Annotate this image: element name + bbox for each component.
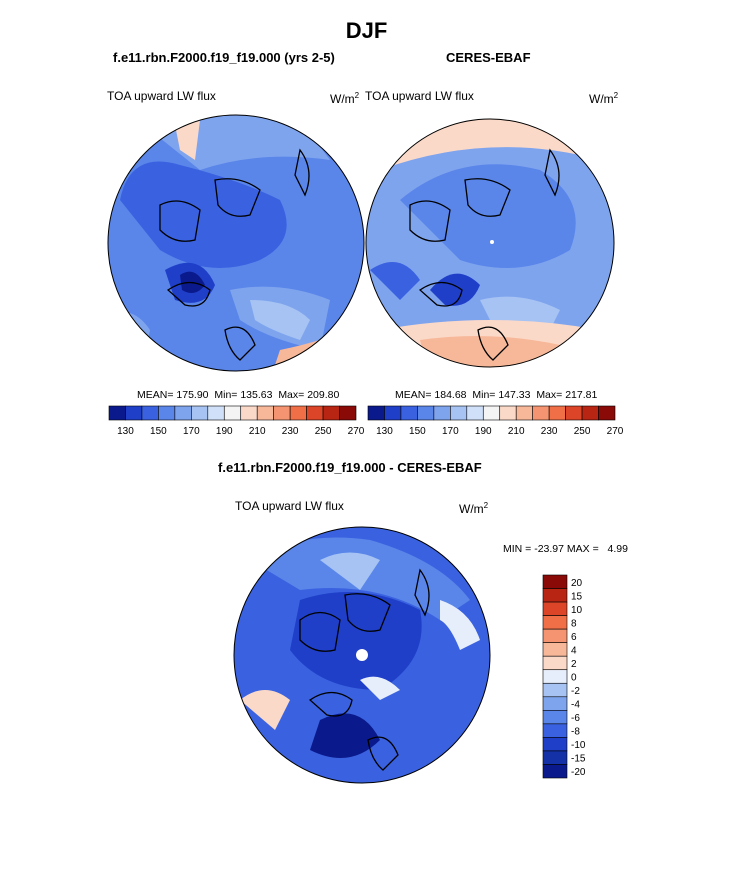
colorbar-left-swatch bbox=[306, 405, 324, 421]
colorbar-right-swatch bbox=[565, 405, 583, 421]
colorbar-left-tick-label: 270 bbox=[348, 426, 365, 437]
colorbar-left-swatch bbox=[191, 405, 209, 421]
colorbar-diff-swatch bbox=[542, 574, 568, 589]
colorbar-right-swatch bbox=[548, 405, 566, 421]
colorbar-right-swatch bbox=[598, 405, 616, 421]
colorbar-right-swatch bbox=[482, 405, 501, 421]
colorbar-left-swatch bbox=[289, 405, 307, 421]
colorbar-left-swatch bbox=[141, 405, 159, 421]
colorbar-diff-swatch bbox=[542, 696, 568, 711]
colorbar-diff-tick-label: -4 bbox=[571, 700, 580, 711]
colorbar-right-swatch bbox=[450, 405, 468, 421]
colorbar-right-tick-label: 170 bbox=[442, 426, 459, 437]
colorbar-right-tick-label: 250 bbox=[574, 426, 591, 437]
colorbar-left-swatch bbox=[158, 405, 176, 421]
colorbar-right-swatch bbox=[499, 405, 517, 421]
colorbar-left: 130 150 170 190 210 230 250 270 bbox=[108, 405, 365, 437]
colorbar-diff-tick-label: 10 bbox=[571, 605, 583, 616]
colorbar-left-swatch bbox=[322, 405, 340, 421]
colorbar-right-tick-label: 130 bbox=[376, 426, 393, 437]
colorbar-diff-swatch bbox=[542, 588, 568, 603]
map-diff bbox=[234, 527, 490, 783]
colorbar-left-tick-label: 210 bbox=[249, 426, 266, 437]
colorbar-diff-swatch bbox=[542, 682, 568, 698]
panel-left-stats: MEAN= 175.90 Min= 135.63 Max= 209.80 bbox=[137, 389, 340, 401]
panel-left-units: W/m2 bbox=[330, 91, 360, 106]
colorbar-diff-tick-label: -2 bbox=[571, 686, 580, 697]
colorbar-diff-tick-label: 0 bbox=[571, 673, 577, 684]
colorbar-right-tick-label: 230 bbox=[541, 426, 558, 437]
map-left bbox=[108, 115, 364, 371]
colorbar-left-swatch bbox=[174, 405, 192, 421]
colorbar-right-swatch bbox=[400, 405, 418, 421]
colorbar-left-swatch bbox=[207, 405, 225, 421]
diff-variable: TOA upward LW flux bbox=[235, 499, 344, 513]
colorbar-right-swatch bbox=[515, 405, 533, 421]
colorbar-diff-swatch bbox=[542, 737, 568, 752]
map-right-border bbox=[365, 118, 615, 368]
colorbar-left-swatch bbox=[108, 405, 126, 421]
colorbar-diff-tick-label: 15 bbox=[571, 591, 583, 602]
colorbar-right-swatch bbox=[466, 405, 484, 421]
colorbar-diff-tick-label: 6 bbox=[571, 632, 577, 643]
colorbar-diff-swatch bbox=[542, 642, 568, 657]
colorbar-right-swatch bbox=[417, 405, 435, 421]
colorbar-left-swatch bbox=[125, 405, 143, 421]
panel-right-variable: TOA upward LW flux bbox=[365, 89, 474, 103]
colorbar-right-swatch bbox=[581, 405, 599, 421]
colorbar-diff-tick-label: -8 bbox=[571, 727, 580, 738]
colorbar-left-tick-label: 230 bbox=[282, 426, 299, 437]
colorbar-diff-swatch bbox=[542, 764, 568, 779]
colorbar-right-tick-label: 190 bbox=[475, 426, 492, 437]
colorbar-diff-swatch bbox=[542, 710, 568, 725]
colorbar-diff-tick-label: -15 bbox=[571, 754, 586, 765]
colorbar-left-swatch bbox=[273, 405, 291, 421]
colorbar-right-tick-label: 270 bbox=[607, 426, 624, 437]
colorbar-right-swatch bbox=[532, 405, 550, 421]
panel-right-units: W/m2 bbox=[589, 91, 619, 106]
colorbar-diff-tick-label: -10 bbox=[571, 740, 586, 751]
colorbar-right-tick-label: 150 bbox=[409, 426, 426, 437]
colorbar-right-swatch bbox=[433, 405, 451, 421]
diff-header: f.e11.rbn.F2000.f19_f19.000 - CERES-EBAF bbox=[218, 460, 482, 475]
panel-left-header: f.e11.rbn.F2000.f19_f19.000 (yrs 2-5) bbox=[113, 50, 335, 65]
colorbar-left-tick-label: 150 bbox=[150, 426, 167, 437]
colorbar-diff-swatch bbox=[542, 628, 568, 643]
colorbar-right-tick-label: 210 bbox=[508, 426, 525, 437]
map-diff-border bbox=[233, 526, 491, 784]
diff-units: W/m2 bbox=[459, 501, 489, 516]
colorbar-right: 130 150 170 190 210 230 250 270 bbox=[367, 405, 624, 437]
colorbar-diff-swatch bbox=[542, 750, 568, 765]
colorbar-diff-swatch bbox=[542, 655, 568, 671]
colorbar-diff-tick-label: -20 bbox=[571, 767, 586, 778]
colorbar-diff-tick-label: 2 bbox=[571, 659, 577, 670]
panel-right-header: CERES-EBAF bbox=[446, 50, 531, 65]
map-left-border bbox=[107, 114, 365, 372]
colorbar-left-tick-label: 190 bbox=[216, 426, 233, 437]
colorbar-diff-swatch bbox=[542, 723, 568, 738]
colorbar-right-swatch bbox=[384, 405, 402, 421]
panel-right-stats: MEAN= 184.68 Min= 147.33 Max= 217.81 bbox=[395, 389, 598, 401]
map-right bbox=[366, 119, 614, 367]
colorbar-left-tick-label: 170 bbox=[183, 426, 200, 437]
colorbar-left-swatch bbox=[256, 405, 274, 421]
colorbar-diff-tick-label: 8 bbox=[571, 618, 577, 629]
colorbar-diff-tick-label: 20 bbox=[571, 578, 583, 589]
colorbar-right-swatch bbox=[367, 405, 385, 421]
colorbar-diff-swatch bbox=[542, 669, 568, 684]
main-title: DJF bbox=[345, 18, 388, 43]
colorbar-left-swatch bbox=[240, 405, 258, 421]
colorbar-diff-swatch bbox=[542, 601, 568, 616]
colorbar-diff-tick-label: 4 bbox=[571, 645, 577, 656]
colorbar-left-swatch bbox=[339, 405, 357, 421]
diff-minmax: MIN = -23.97 MAX = 4.99 bbox=[503, 543, 628, 555]
colorbar-left-tick-label: 130 bbox=[117, 426, 134, 437]
colorbar-diff-tick-label: -6 bbox=[571, 713, 580, 724]
colorbar-left-tick-label: 250 bbox=[315, 426, 332, 437]
colorbar-left-swatch bbox=[223, 405, 242, 421]
colorbar-diff-swatch bbox=[542, 615, 568, 630]
panel-left-variable: TOA upward LW flux bbox=[107, 89, 216, 103]
